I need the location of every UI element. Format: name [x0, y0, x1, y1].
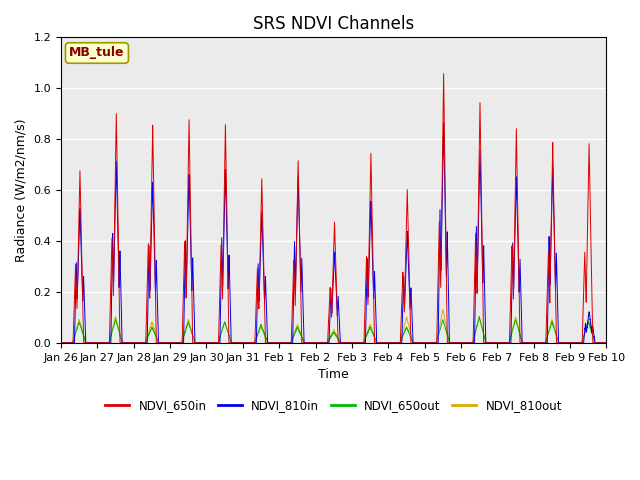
Title: SRS NDVI Channels: SRS NDVI Channels: [253, 15, 414, 33]
Y-axis label: Radiance (W/m2/nm/s): Radiance (W/m2/nm/s): [15, 119, 28, 262]
Text: MB_tule: MB_tule: [69, 47, 125, 60]
X-axis label: Time: Time: [318, 368, 349, 381]
Legend: NDVI_650in, NDVI_810in, NDVI_650out, NDVI_810out: NDVI_650in, NDVI_810in, NDVI_650out, NDV…: [100, 395, 567, 417]
